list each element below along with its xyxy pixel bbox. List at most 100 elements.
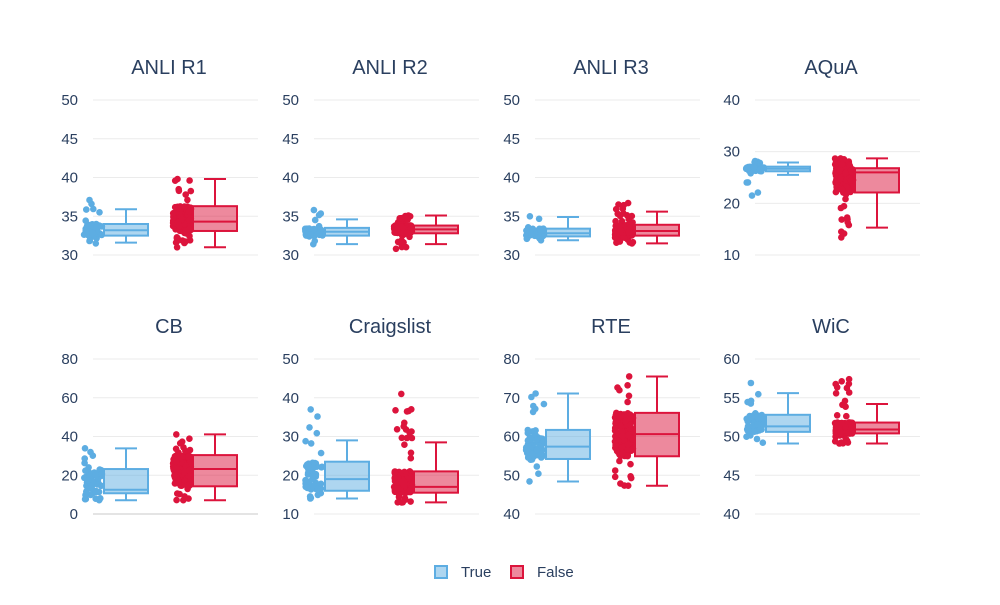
y-tick-label: 30 [282,247,299,264]
data-point-true [314,230,322,238]
data-point-false [623,212,631,219]
data-point-true [82,230,90,238]
data-point-true [744,179,752,186]
data-point-false [616,238,624,245]
data-point-false [842,403,849,411]
data-point-false [174,478,182,485]
data-point-false [186,177,193,184]
data-point-false [627,421,634,429]
y-tick-label: 45 [282,131,299,148]
data-point-false [617,226,625,234]
data-point-false [185,208,193,215]
data-point-true [307,440,315,447]
y-tick-label: 35 [503,208,520,225]
data-point-true [535,470,542,478]
data-point-true [533,463,541,470]
data-point-true [317,210,325,217]
data-point-false [842,195,849,203]
y-tick-label: 70 [503,390,520,407]
y-tick-label: 50 [282,351,299,368]
data-point-false [627,460,634,468]
data-point-true [751,158,758,166]
y-tick-label: 30 [723,144,740,161]
data-point-true [526,478,533,485]
data-point-false [838,439,845,446]
data-point-false [391,469,399,477]
data-point-false [611,467,619,474]
y-tick-label: 40 [282,390,299,407]
data-point-false [407,449,415,457]
data-point-true [83,488,90,495]
data-point-false [396,215,404,222]
data-point-false [836,175,844,183]
panel-title: Craigslist [349,316,432,338]
data-point-true [83,206,90,213]
data-point-false [180,444,187,451]
data-point-true [309,472,316,480]
y-tick-label: 80 [61,351,78,368]
data-point-true [311,237,319,245]
data-point-true [753,435,761,443]
data-point-false [403,434,411,442]
box-false [192,454,238,488]
data-point-false [187,187,195,195]
data-point-true [82,467,89,475]
data-point-true [307,494,315,502]
legend-label-true: True [461,564,491,581]
data-point-true [90,205,97,213]
data-point-false [186,435,193,443]
y-tick-label: 50 [282,92,299,109]
data-point-false [391,474,399,482]
box-true [765,413,811,433]
panel-title: RTE [591,316,631,338]
data-point-true [532,405,539,413]
data-point-false [403,229,411,237]
data-point-true [317,480,325,488]
data-point-false [185,453,192,461]
data-point-true [84,477,92,484]
data-point-false [392,245,400,253]
data-point-false [171,472,178,479]
data-point-false [842,435,850,443]
data-point-false [612,217,619,225]
data-point-false [832,390,840,397]
data-point-true [302,437,309,445]
data-point-true [526,213,534,220]
data-point-false [402,243,410,251]
data-point-false [625,373,633,380]
data-point-false [398,434,406,442]
y-tick-label: 45 [723,467,740,484]
data-point-true [540,400,548,408]
data-point-true [307,231,314,238]
data-point-true [533,436,540,444]
legend-label-false: False [537,564,574,581]
data-point-false [181,203,188,210]
data-point-false [847,166,855,174]
data-point-true [755,390,762,398]
box-true [324,460,370,492]
data-point-false [401,441,408,449]
data-point-false [844,216,851,223]
data-point-true [317,449,325,457]
data-point-false [175,187,183,195]
data-point-false [624,446,632,454]
data-point-false [172,239,180,246]
data-point-false [838,161,846,168]
data-point-false [847,177,855,184]
data-point-false [171,177,179,184]
data-point-false [625,392,633,400]
y-tick-label: 60 [61,390,78,407]
y-tick-label: 50 [503,467,520,484]
data-point-false [621,482,628,489]
data-point-false [182,227,189,234]
data-point-true [307,406,315,413]
box-false [854,421,900,435]
data-point-true [535,215,543,223]
data-point-false [183,482,191,490]
y-tick-label: 35 [282,208,299,225]
y-tick-label: 40 [723,506,740,523]
data-point-false [833,384,841,391]
data-point-false [398,390,405,398]
data-point-false [408,434,416,442]
panel-title: WiC [812,316,850,338]
